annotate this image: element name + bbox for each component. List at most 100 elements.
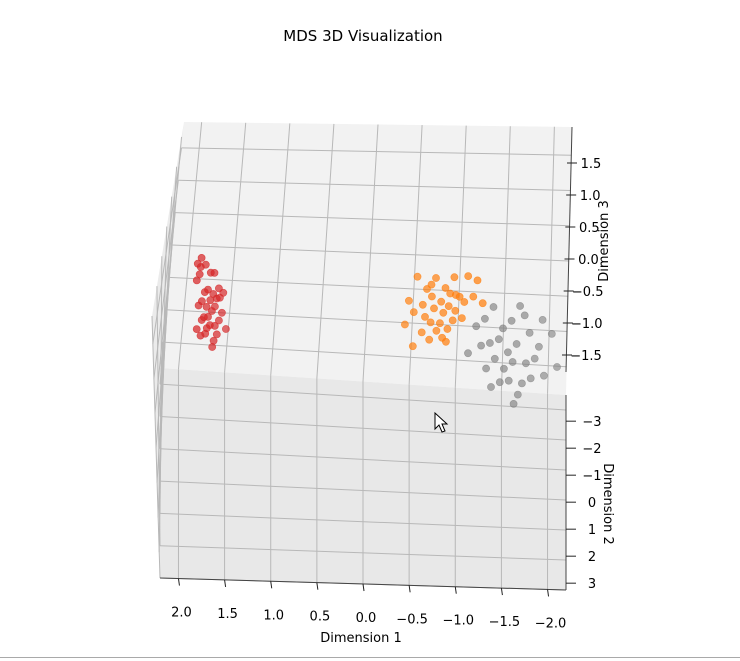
x-tick-label: −0.5 — [396, 612, 428, 627]
grid-line-z — [175, 212, 570, 227]
grid-line-z — [171, 244, 570, 262]
data-point-series-1 — [209, 336, 218, 345]
data-point-series-3 — [518, 379, 526, 388]
data-point-series-2 — [423, 285, 431, 293]
data-point-series-1 — [210, 321, 219, 330]
data-point-series-2 — [457, 314, 466, 322]
y-axis-label: Dimension 2 — [600, 463, 615, 545]
data-point-series-1 — [210, 268, 219, 277]
x-tick-label: 1.0 — [263, 608, 284, 623]
data-point-series-3 — [472, 322, 481, 331]
data-point-series-3 — [540, 371, 548, 380]
back-pane — [160, 122, 572, 395]
data-point-series-2 — [478, 299, 487, 308]
grid-line-z — [168, 276, 569, 297]
data-point-series-2 — [437, 297, 446, 306]
data-point-series-2 — [438, 333, 446, 342]
x-tick-mark — [454, 586, 457, 594]
y-tick-label: 0 — [588, 496, 596, 511]
y-tick-label: 1 — [588, 523, 596, 538]
x-tick-mark — [224, 579, 227, 587]
x-tick-label: 1.5 — [217, 607, 238, 622]
data-point-series-3 — [530, 354, 539, 363]
data-point-series-3 — [499, 324, 507, 333]
data-point-series-2 — [409, 308, 418, 316]
data-point-series-1 — [192, 325, 201, 333]
x-tick-mark — [316, 582, 319, 590]
data-point-series-3 — [499, 364, 508, 373]
data-point-series-1 — [210, 302, 219, 311]
z-tick-label: 0.0 — [578, 253, 599, 268]
data-point-series-3 — [489, 303, 498, 311]
y-tick-label: 3 — [588, 577, 596, 592]
data-points — [192, 253, 561, 408]
data-point-series-2 — [446, 289, 455, 298]
x-tick-mark — [270, 581, 273, 589]
x-tick-label: −1.0 — [443, 614, 475, 629]
data-point-series-2 — [430, 304, 438, 313]
x-tick-mark — [362, 583, 365, 592]
data-point-series-1 — [201, 260, 210, 269]
x-tick-label: −1.5 — [489, 615, 521, 630]
data-point-series-2 — [432, 326, 441, 335]
y-tick-label: −3 — [582, 415, 601, 430]
data-point-series-2 — [441, 284, 450, 292]
data-point-series-3 — [547, 329, 556, 338]
tick-labels: 2.0 1.5 1.0 0.5 0.0 −0.5 −1.0 −1.5 −2.0 −3 −2 −1 0 1 2… — [171, 157, 603, 632]
data-point-series-2 — [432, 274, 440, 282]
z-tick-label: −1.0 — [571, 317, 603, 332]
data-point-series-3 — [520, 311, 529, 320]
data-point-series-2 — [439, 308, 448, 317]
data-point-series-2 — [408, 342, 417, 351]
z-tick-label: −0.5 — [572, 285, 604, 300]
grid-line-z — [178, 179, 571, 191]
data-point-series-1 — [212, 330, 221, 339]
data-point-series-2 — [425, 335, 434, 344]
data-point-series-3 — [487, 383, 495, 391]
mouse-cursor-icon — [434, 411, 449, 433]
data-point-series-3 — [525, 328, 534, 337]
data-point-series-2 — [417, 328, 426, 337]
data-point-series-3 — [477, 341, 485, 350]
x-tick-label: −2.0 — [535, 617, 567, 632]
data-point-series-2 — [450, 273, 459, 282]
data-point-series-1 — [214, 316, 223, 325]
data-point-series-2 — [404, 296, 413, 305]
data-point-series-3 — [553, 363, 561, 371]
data-point-series-3 — [482, 364, 490, 373]
data-point-series-2 — [451, 306, 460, 315]
y-tick-label: −1 — [582, 469, 601, 484]
data-point-series-1 — [204, 312, 212, 321]
z-tick-label: −1.5 — [570, 349, 602, 364]
data-point-series-3 — [516, 302, 524, 310]
data-point-series-1 — [221, 325, 230, 333]
data-point-series-2 — [460, 298, 469, 306]
data-point-series-2 — [418, 300, 427, 309]
grid-line-y-side — [159, 256, 163, 514]
z-axis-edge — [565, 126, 573, 373]
data-point-series-3 — [503, 348, 512, 357]
x-tick-label: 0.0 — [356, 611, 377, 626]
x-tick-mark — [547, 589, 550, 597]
data-point-series-2 — [443, 325, 452, 333]
x-tick-mark — [177, 578, 180, 586]
x-tick-mark — [408, 585, 411, 593]
z-axis-label: Dimension 3 — [597, 200, 612, 282]
data-point-series-2 — [444, 302, 453, 310]
data-point-series-3 — [464, 349, 472, 358]
data-point-series-1 — [197, 253, 206, 262]
grid-line-z — [181, 147, 572, 156]
grid-line-y-side — [156, 286, 161, 546]
data-point-series-3 — [494, 335, 503, 344]
data-point-series-3 — [495, 378, 504, 387]
data-point-series-3 — [512, 340, 521, 348]
data-point-series-3 — [538, 315, 547, 324]
data-point-series-2 — [435, 319, 444, 328]
grid-line-y-floor — [159, 383, 567, 411]
data-point-series-3 — [513, 390, 522, 399]
grid-line-y-floor — [159, 512, 567, 531]
grid-line-y-side — [151, 315, 161, 579]
data-point-series-2 — [400, 320, 409, 329]
grid-line-y-floor — [159, 415, 567, 441]
